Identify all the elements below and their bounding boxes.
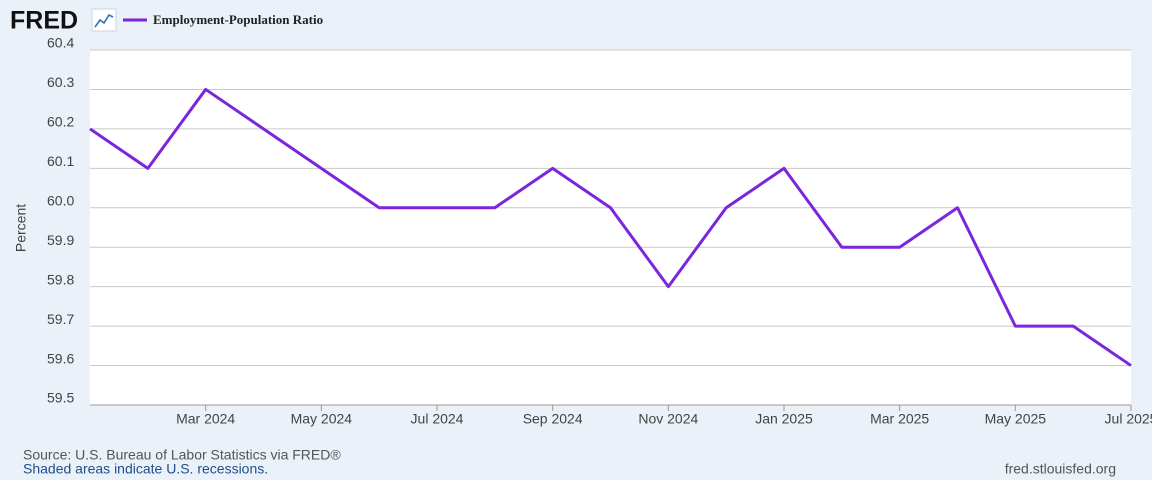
legend-label: Employment-Population Ratio bbox=[153, 12, 323, 27]
x-tick-label: Jul 2024 bbox=[411, 411, 464, 427]
source: Source: U.S. Bureau of Labor Statistics … bbox=[23, 447, 341, 463]
note: Shaded areas indicate U.S. recessions. bbox=[23, 461, 268, 477]
y-axis-label: Percent bbox=[13, 204, 29, 252]
logo-icon bbox=[91, 8, 117, 32]
x-tick-label: Jul 2025 bbox=[1105, 411, 1152, 427]
y-tick-label: 60.2 bbox=[47, 114, 74, 130]
credit: fred.stlouisfed.org bbox=[1005, 461, 1116, 477]
plot-area bbox=[90, 50, 1131, 405]
y-tick-label: 60.0 bbox=[47, 192, 74, 208]
logo: FRED bbox=[10, 7, 78, 35]
y-tick-label: 59.9 bbox=[47, 232, 74, 248]
series-line bbox=[89, 87, 1132, 367]
y-tick-label: 60.3 bbox=[47, 74, 74, 90]
x-tick-label: Sep 2024 bbox=[523, 411, 583, 427]
x-tick-label: Mar 2024 bbox=[176, 411, 235, 427]
y-tick-label: 59.5 bbox=[47, 390, 74, 406]
y-tick-label: 59.6 bbox=[47, 350, 74, 366]
y-tick-label: 59.7 bbox=[47, 311, 74, 327]
x-tick-label: Mar 2025 bbox=[870, 411, 929, 427]
y-tick-label: 60.1 bbox=[47, 153, 74, 169]
x-tick-label: Jan 2025 bbox=[755, 411, 813, 427]
x-tick-label: May 2025 bbox=[985, 411, 1047, 427]
x-tick-label: Nov 2024 bbox=[638, 411, 698, 427]
y-tick-label: 59.8 bbox=[47, 271, 74, 287]
y-tick-label: 60.4 bbox=[47, 35, 74, 51]
x-tick-label: May 2024 bbox=[291, 411, 353, 427]
